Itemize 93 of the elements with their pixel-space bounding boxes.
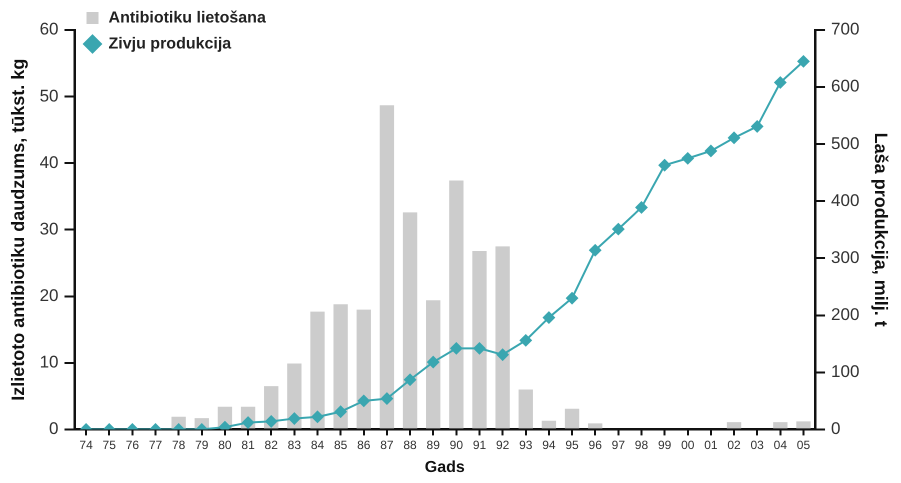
x-tick-label: 75 — [102, 438, 116, 452]
x-tick-label: 86 — [357, 438, 371, 452]
x-tick-label: 82 — [264, 438, 278, 452]
point — [358, 394, 370, 407]
x-tick-label: 98 — [634, 438, 648, 452]
x-tick-label: 85 — [334, 438, 348, 452]
bar — [402, 212, 418, 428]
bar — [588, 423, 602, 428]
x-tick-label: 00 — [681, 438, 695, 452]
bar — [518, 389, 533, 428]
bar — [495, 246, 510, 428]
bar — [380, 105, 394, 428]
x-tick-label: 99 — [658, 438, 672, 452]
y2-tick-label: 0 — [831, 419, 841, 438]
point — [334, 406, 347, 418]
x-tick-label: 93 — [519, 438, 533, 452]
y-tick-label: 40 — [40, 152, 59, 172]
x-tick-label: 90 — [450, 438, 464, 452]
y2-axis-title: Laša produkcija, milj. t — [871, 132, 892, 327]
x-tick-label: 78 — [172, 438, 186, 452]
x-tick-label: 92 — [496, 438, 510, 452]
y-tick-label: 50 — [40, 86, 59, 106]
y2-tick-label: 300 — [831, 248, 860, 267]
x-tick-label: 84 — [310, 438, 324, 452]
x-tick-label: 02 — [727, 438, 742, 452]
y-tick-label: 60 — [40, 20, 59, 39]
point — [473, 342, 486, 354]
y2-tick-label: 400 — [831, 190, 860, 210]
point — [404, 374, 416, 386]
point — [288, 412, 300, 425]
point — [612, 223, 624, 236]
bar — [472, 251, 487, 428]
y2-tick-label: 200 — [831, 304, 860, 324]
x-tick-label: 74 — [79, 438, 94, 452]
x-tick-label: 01 — [704, 438, 718, 452]
x-tick-label: 83 — [288, 438, 302, 452]
legend-label: Zivju produkcija — [108, 35, 232, 52]
y2-tick-label: 100 — [831, 362, 860, 382]
x-tick-label: 88 — [403, 438, 418, 452]
point — [704, 144, 717, 157]
y-tick-label: 10 — [40, 352, 59, 372]
point — [658, 159, 671, 172]
x-tick-label: 94 — [542, 438, 556, 452]
bar — [310, 312, 325, 428]
bar — [542, 420, 556, 428]
x-tick-label: 80 — [218, 438, 232, 452]
bar — [564, 408, 580, 428]
x-tick-label: 96 — [588, 438, 602, 452]
point — [496, 348, 509, 361]
bar — [726, 422, 742, 428]
point — [380, 392, 393, 405]
point — [566, 292, 578, 304]
x-tick-label: 89 — [426, 438, 440, 452]
point — [751, 120, 764, 132]
bar — [287, 364, 302, 428]
legend-label: Antibiotiku lietošana — [108, 9, 266, 26]
x-tick-label: 91 — [472, 438, 486, 452]
bar — [356, 310, 371, 428]
point — [427, 356, 440, 368]
bar — [426, 300, 440, 428]
point — [728, 132, 740, 144]
point — [682, 152, 694, 164]
bar — [773, 422, 788, 428]
y-tick-label: 30 — [40, 219, 59, 238]
x-tick-label: 87 — [380, 438, 394, 452]
y2-tick-label: 500 — [831, 134, 860, 153]
x-tick-label: 79 — [195, 438, 209, 452]
x-tick-label: 04 — [774, 438, 788, 452]
point — [797, 55, 810, 68]
x-tick-label: 95 — [565, 438, 580, 452]
x-tick-label: 81 — [241, 438, 256, 452]
point — [635, 201, 648, 214]
x-tick-label: 77 — [148, 438, 162, 452]
y2-tick-label: 600 — [831, 76, 860, 96]
y2-tick-label: 700 — [831, 20, 860, 39]
point — [311, 410, 324, 423]
bar — [333, 304, 348, 428]
point — [589, 244, 602, 256]
y-axis-title: Izlietoto antibiotiku daudzums, tūkst. kg — [8, 58, 28, 401]
x-tick-label: 03 — [750, 438, 764, 452]
y-tick-label: 0 — [49, 419, 59, 438]
bar — [796, 421, 811, 428]
point — [542, 312, 555, 324]
point — [450, 342, 462, 354]
x-axis-title: Gads — [424, 458, 465, 476]
x-tick-label: 76 — [126, 438, 140, 452]
point — [774, 76, 786, 88]
point — [265, 415, 278, 428]
bar — [449, 180, 464, 428]
x-tick-label: 97 — [612, 438, 626, 452]
point — [520, 334, 532, 346]
y-tick-label: 20 — [40, 286, 59, 305]
x-tick-label: 05 — [796, 438, 810, 452]
